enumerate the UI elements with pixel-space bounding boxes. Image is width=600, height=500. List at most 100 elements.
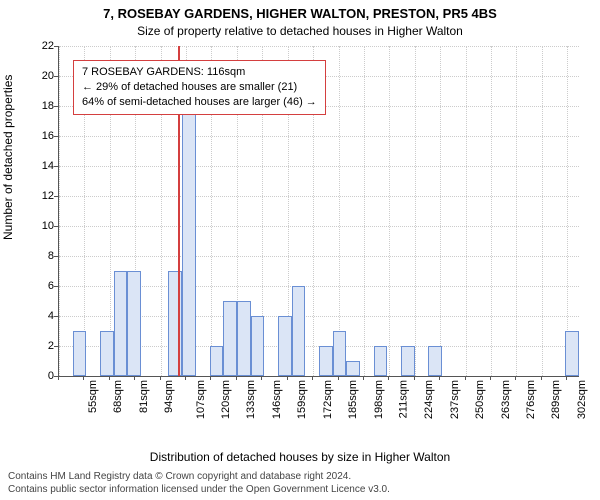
histogram-bar [182, 106, 196, 376]
y-tick-label: 16 [26, 130, 54, 142]
x-tick-mark [515, 376, 516, 380]
x-tick-label: 159sqm [296, 380, 308, 419]
x-tick-label: 94sqm [163, 380, 175, 413]
grid-line-v [491, 46, 492, 376]
grid-line-v [389, 46, 390, 376]
x-tick-label: 120sqm [220, 380, 232, 419]
attribution-line-2: Contains public sector information licen… [8, 484, 390, 497]
x-tick-mark [312, 376, 313, 380]
x-tick-label: 289sqm [551, 380, 563, 419]
histogram-bar [278, 316, 292, 376]
grid-line-v [516, 46, 517, 376]
histogram-bar [428, 346, 442, 376]
x-tick-label: 107sqm [195, 380, 207, 419]
grid-line-v [466, 46, 467, 376]
x-tick-label: 211sqm [397, 380, 409, 418]
histogram-bar [333, 331, 347, 376]
grid-line-v [415, 46, 416, 376]
histogram-bar [374, 346, 388, 376]
x-tick-label: 263sqm [500, 380, 512, 419]
callout-line-2: ← 29% of detached houses are smaller (21… [82, 80, 317, 95]
grid-line-v [59, 46, 60, 376]
x-tick-mark [83, 376, 84, 380]
x-tick-mark [160, 376, 161, 380]
histogram-bar [319, 346, 333, 376]
y-tick-label: 6 [26, 280, 54, 292]
histogram-bar [292, 286, 306, 376]
grid-line-v [364, 46, 365, 376]
x-tick-label: 250sqm [474, 380, 486, 419]
grid-line-h [59, 256, 579, 257]
y-axis-label: Number of detached properties [1, 75, 15, 240]
x-tick-label: 146sqm [271, 380, 283, 419]
callout-line-1: 7 ROSEBAY GARDENS: 116sqm [82, 65, 317, 80]
y-tick-mark [54, 226, 58, 227]
histogram-bar [114, 271, 128, 376]
y-tick-label: 4 [26, 310, 54, 322]
y-tick-label: 18 [26, 100, 54, 112]
histogram-bar [210, 346, 224, 376]
x-tick-label: 55sqm [87, 380, 99, 413]
callout-line-3: 64% of semi-detached houses are larger (… [82, 95, 317, 110]
y-tick-mark [54, 106, 58, 107]
x-tick-mark [58, 376, 59, 380]
chart-subtitle: Size of property relative to detached ho… [0, 24, 600, 38]
y-tick-mark [54, 46, 58, 47]
x-tick-mark [439, 376, 440, 380]
y-tick-mark [54, 286, 58, 287]
histogram-bar [565, 331, 579, 376]
x-tick-label: 198sqm [373, 380, 385, 419]
x-tick-label: 302sqm [576, 380, 588, 419]
plot-area: 7 ROSEBAY GARDENS: 116sqm ← 29% of detac… [58, 46, 579, 377]
grid-line-v [567, 46, 568, 376]
attribution: Contains HM Land Registry data © Crown c… [8, 471, 390, 496]
y-tick-label: 14 [26, 160, 54, 172]
x-tick-mark [134, 376, 135, 380]
y-tick-label: 12 [26, 190, 54, 202]
x-tick-mark [388, 376, 389, 380]
grid-line-v [542, 46, 543, 376]
x-tick-mark [566, 376, 567, 380]
y-tick-label: 8 [26, 250, 54, 262]
x-tick-label: 224sqm [424, 380, 436, 419]
chart-container: 7, ROSEBAY GARDENS, HIGHER WALTON, PREST… [0, 0, 600, 500]
x-tick-mark [465, 376, 466, 380]
x-tick-label: 185sqm [347, 380, 359, 419]
y-tick-mark [54, 316, 58, 317]
x-tick-mark [109, 376, 110, 380]
x-axis-label: Distribution of detached houses by size … [0, 450, 600, 464]
x-tick-label: 68sqm [112, 380, 124, 413]
y-tick-mark [54, 136, 58, 137]
y-tick-mark [54, 166, 58, 167]
x-tick-mark [363, 376, 364, 380]
x-tick-label: 237sqm [449, 380, 461, 419]
x-tick-mark [261, 376, 262, 380]
grid-line-h [59, 46, 579, 47]
histogram-bar [346, 361, 360, 376]
y-tick-label: 2 [26, 340, 54, 352]
x-tick-mark [210, 376, 211, 380]
x-tick-mark [414, 376, 415, 380]
x-tick-mark [236, 376, 237, 380]
x-tick-mark [338, 376, 339, 380]
histogram-bar [251, 316, 265, 376]
grid-line-h [59, 166, 579, 167]
y-tick-mark [54, 256, 58, 257]
histogram-bar [127, 271, 141, 376]
x-tick-label: 172sqm [322, 380, 334, 419]
grid-line-h [59, 196, 579, 197]
grid-line-v [440, 46, 441, 376]
y-tick-label: 10 [26, 220, 54, 232]
y-tick-mark [54, 346, 58, 347]
x-tick-label: 276sqm [525, 380, 537, 419]
histogram-bar [73, 331, 87, 376]
grid-line-v [339, 46, 340, 376]
x-tick-mark [185, 376, 186, 380]
x-tick-mark [541, 376, 542, 380]
grid-line-h [59, 226, 579, 227]
y-tick-label: 22 [26, 40, 54, 52]
attribution-line-1: Contains HM Land Registry data © Crown c… [8, 471, 390, 484]
histogram-bar [237, 301, 251, 376]
x-tick-label: 81sqm [138, 380, 150, 413]
histogram-bar [100, 331, 114, 376]
